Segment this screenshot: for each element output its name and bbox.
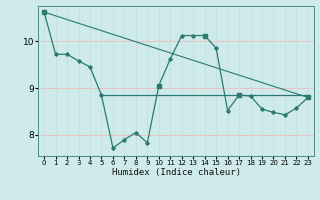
X-axis label: Humidex (Indice chaleur): Humidex (Indice chaleur) (111, 168, 241, 177)
